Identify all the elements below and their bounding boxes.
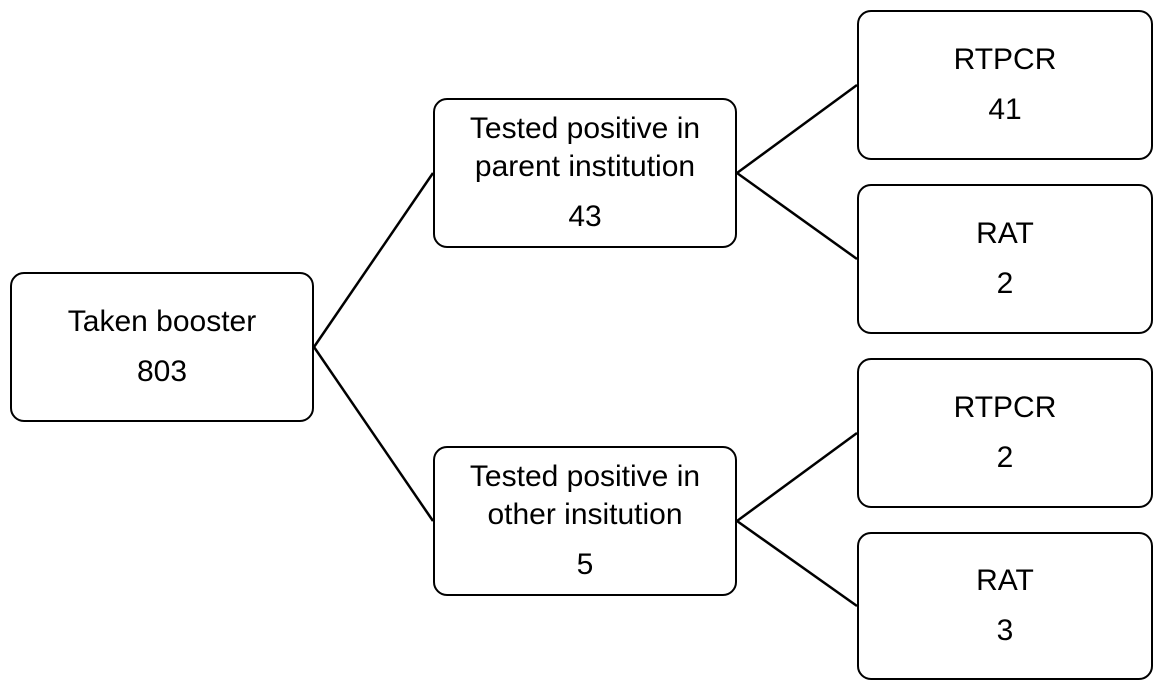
- node-value: 3: [996, 614, 1014, 647]
- node-value: 2: [996, 267, 1014, 300]
- node-value: 41: [988, 93, 1022, 126]
- node-value: 803: [136, 355, 188, 388]
- node-value: 43: [568, 200, 602, 233]
- node-value: 2: [996, 441, 1014, 474]
- connector-parent-to-rtpcr: [736, 83, 858, 175]
- node-other-rtpcr: RTPCR 2: [857, 358, 1153, 508]
- node-label: RTPCR: [953, 43, 1057, 76]
- connector-parent-to-rat: [736, 171, 858, 261]
- node-taken-booster: Taken booster 803: [10, 272, 314, 422]
- node-label: RAT: [976, 564, 1034, 597]
- node-label: Tested positive in parent institution: [469, 112, 701, 183]
- node-positive-parent-institution: Tested positive in parent institution 43: [433, 98, 737, 248]
- connector-other-to-rtpcr: [736, 431, 858, 523]
- connector-root-to-other: [312, 346, 435, 522]
- node-positive-other-institution: Tested positive in other insitution 5: [433, 446, 737, 596]
- node-other-rat: RAT 3: [857, 532, 1153, 680]
- node-label: RAT: [976, 217, 1034, 250]
- node-value: 5: [576, 548, 594, 581]
- connector-root-to-parent: [312, 172, 435, 348]
- node-label: Tested positive in other insitution: [469, 460, 701, 531]
- node-parent-rtpcr: RTPCR 41: [857, 10, 1153, 160]
- node-parent-rat: RAT 2: [857, 184, 1153, 334]
- node-label: RTPCR: [953, 391, 1057, 424]
- node-label: Taken booster: [67, 305, 257, 338]
- connector-other-to-rat: [736, 519, 858, 608]
